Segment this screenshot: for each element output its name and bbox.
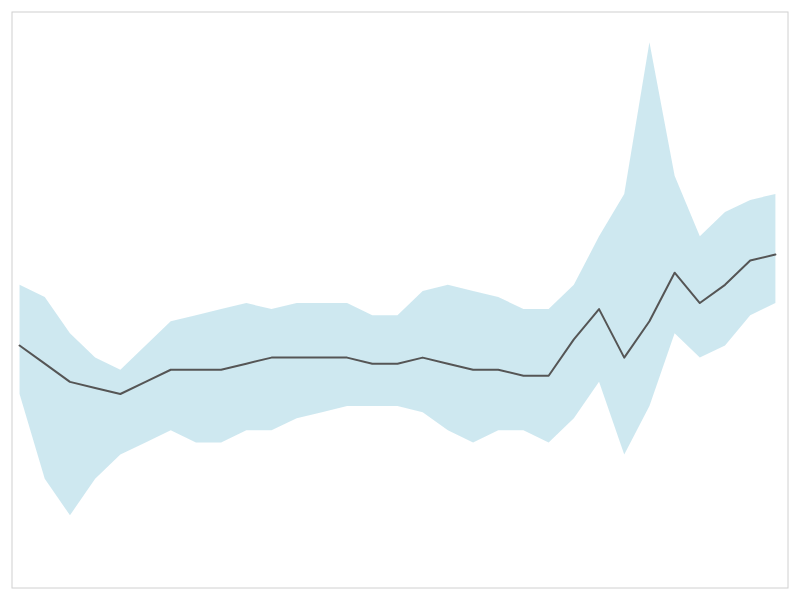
trend-line bbox=[20, 255, 776, 394]
plot-area bbox=[20, 42, 776, 515]
chart bbox=[0, 0, 800, 600]
page: {"chart_data": {"type": "line", "x": [0,… bbox=[0, 0, 800, 600]
plot-frame bbox=[12, 12, 788, 588]
band bbox=[20, 42, 776, 515]
